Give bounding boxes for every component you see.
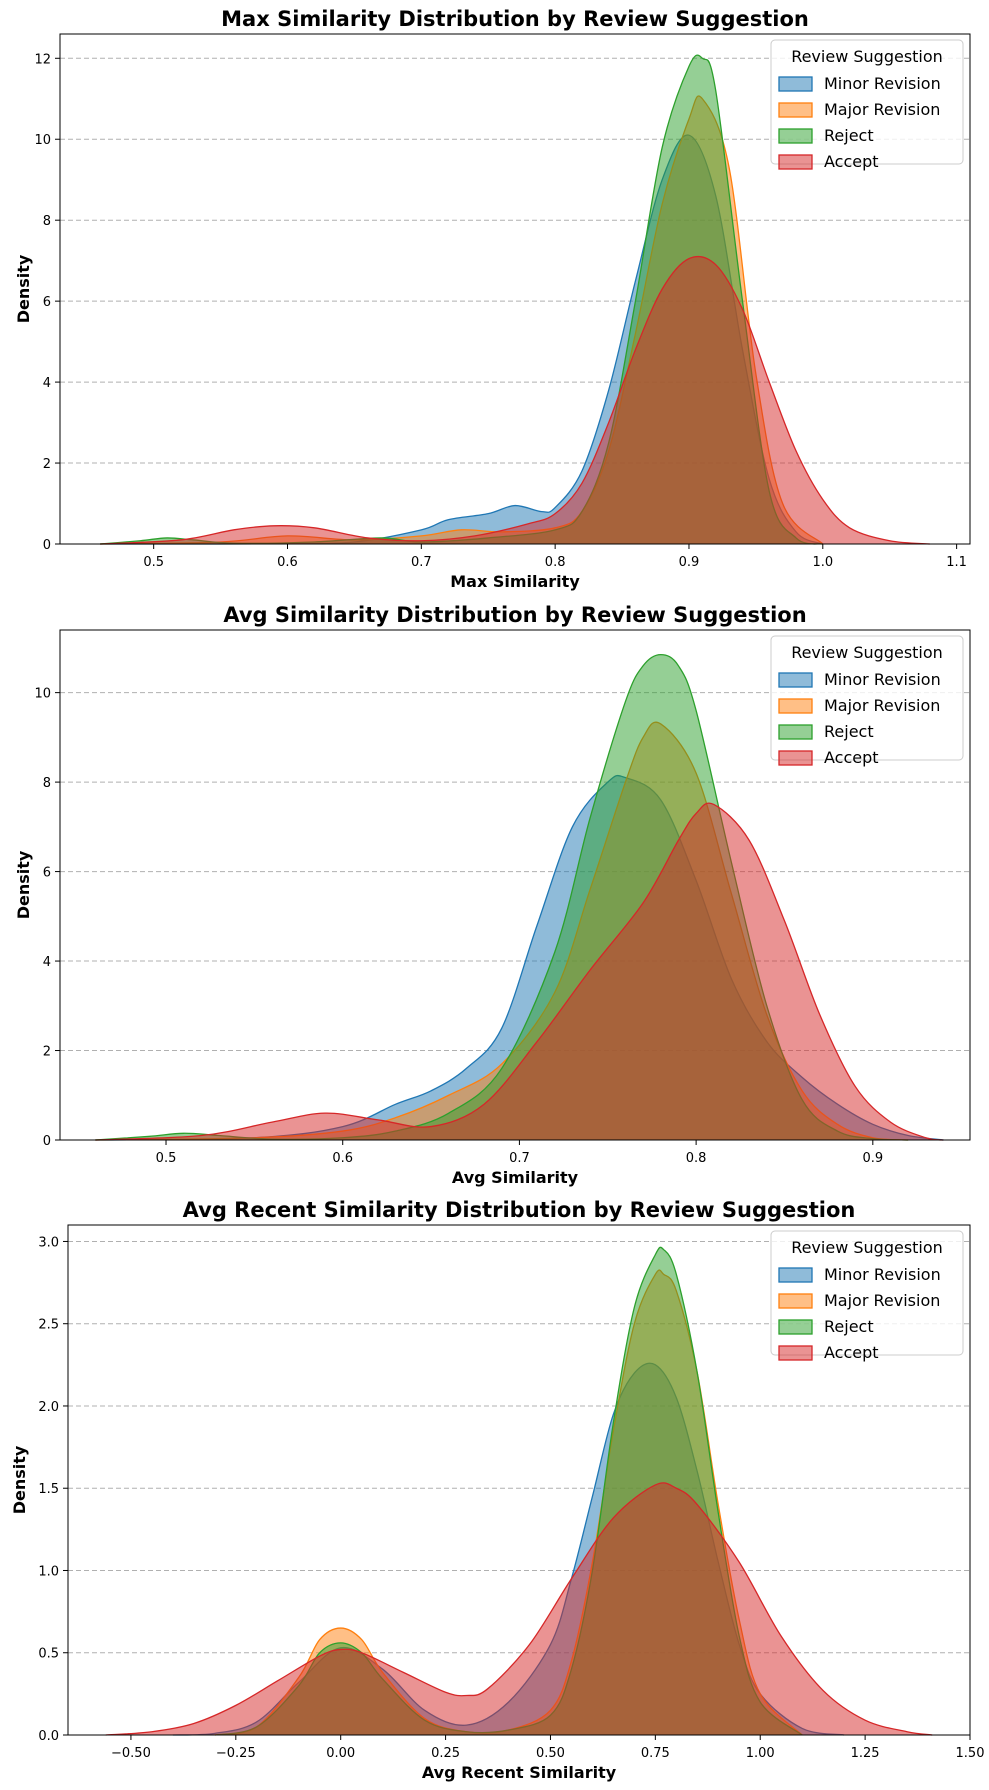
x-tick-label: 0.8: [686, 1151, 707, 1166]
legend: Review Suggestion Minor Revision Major Rev…: [770, 635, 964, 767]
chart-title: Max Similarity Distribution by Review Su…: [221, 7, 809, 31]
x-tick-label: 0.8: [545, 555, 566, 570]
x-tick-label: 0.25: [431, 1746, 460, 1761]
legend-label-reject: Reject: [824, 126, 874, 145]
legend-swatch-major-revision: [778, 102, 813, 118]
x-axis-label: Max Similarity: [450, 572, 580, 591]
legend-label-reject: Reject: [824, 722, 874, 741]
legend-box: [770, 635, 964, 761]
y-axis-label: Density: [10, 1445, 29, 1514]
y-tick-label: 2.5: [38, 1318, 59, 1333]
x-tick-label: 0.9: [862, 1151, 883, 1166]
chart-title: Avg Similarity Distribution by Review Su…: [223, 603, 806, 627]
density-line-accept: [95, 802, 944, 1141]
x-tick-label: 0.75: [641, 1746, 670, 1761]
x-tick-label: 1.50: [956, 1746, 985, 1761]
legend-swatch-accept: [778, 1345, 813, 1361]
plot-frame: [59, 629, 971, 1141]
y-tick-label: 6: [43, 866, 51, 881]
x-tick-label: 0.7: [509, 1151, 530, 1166]
legend-label-major-revision: Major Revision: [824, 100, 940, 119]
y-tick-label: 10: [34, 133, 51, 148]
x-tick-label: 1.25: [851, 1746, 880, 1761]
legend-swatch-major-revision: [778, 698, 813, 714]
y-tick-label: 0.5: [38, 1647, 59, 1662]
density-area-accept: [100, 256, 930, 544]
legend-box: [770, 1230, 964, 1356]
legend-swatch-major-revision: [778, 1293, 813, 1309]
plot-frame: [67, 1224, 971, 1736]
density-line-accept: [105, 1482, 933, 1736]
x-tick-label: −0.25: [216, 1746, 256, 1761]
x-tick-label: 0.6: [277, 555, 298, 570]
legend-title: Review Suggestion: [791, 47, 943, 66]
density-area-accept: [105, 1482, 933, 1735]
x-tick-label: 0.00: [326, 1746, 355, 1761]
density-area-accept: [95, 803, 944, 1140]
legend-title: Review Suggestion: [791, 643, 943, 662]
x-axis-label: Avg Similarity: [452, 1168, 579, 1187]
legend-swatch-reject: [778, 1319, 813, 1335]
legend-swatch-accept: [778, 154, 813, 170]
y-tick-label: 0: [43, 538, 51, 553]
legend-box: [770, 39, 964, 165]
chart-title: Avg Recent Similarity Distribution by Re…: [183, 1198, 856, 1222]
y-tick-label: 12: [34, 52, 51, 67]
y-tick-label: 8: [43, 776, 51, 791]
chart-panel-avg-similarity: Avg Similarity Distribution by Review Su…: [14, 603, 971, 1187]
x-tick-label: −0.50: [111, 1746, 151, 1761]
x-tick-label: 0.6: [332, 1151, 353, 1166]
plot-area: −0.50 −0.25 0.00 0.25 0.50 0.75 1.00 1.25 1.50 0.…: [38, 1224, 985, 1761]
legend-label-minor-revision: Minor Revision: [824, 670, 941, 689]
y-tick-label: 4: [43, 955, 51, 970]
y-tick-label: 0.0: [38, 1729, 59, 1744]
legend-swatch-minor-revision: [778, 672, 813, 688]
y-tick-label: 1.5: [38, 1482, 59, 1497]
x-tick-label: 1.1: [946, 555, 967, 570]
chart-panel-max-similarity: Max Similarity Distribution by Review Su…: [14, 7, 971, 591]
y-tick-label: 6: [43, 295, 51, 310]
legend-label-minor-revision: Minor Revision: [824, 1265, 941, 1284]
y-tick-label: 0: [43, 1134, 51, 1149]
density-line-accept: [100, 255, 930, 545]
x-tick-label: 0.9: [679, 555, 700, 570]
x-tick-label: 1.00: [746, 1746, 775, 1761]
legend: Review Suggestion Minor Revision Major Rev…: [770, 39, 964, 171]
x-tick-label: 0.7: [411, 555, 432, 570]
y-axis-label: Density: [14, 254, 33, 323]
plot-area: 0.5 0.6 0.7 0.8 0.9 1.0 1.1 0 2 4 6 8 10 12 Review Sug…: [34, 33, 971, 570]
legend-swatch-accept: [778, 750, 813, 766]
legend-swatch-minor-revision: [778, 76, 813, 92]
y-tick-label: 4: [43, 376, 51, 391]
legend-label-reject: Reject: [824, 1317, 874, 1336]
x-tick-label: 0.50: [536, 1746, 565, 1761]
y-tick-label: 2: [43, 457, 51, 472]
legend-label-minor-revision: Minor Revision: [824, 74, 941, 93]
legend-swatch-minor-revision: [778, 1267, 813, 1283]
plot-frame: [59, 33, 971, 545]
chart-panel-avg-recent-similarity: Avg Recent Similarity Distribution by Re…: [10, 1198, 984, 1782]
legend-label-major-revision: Major Revision: [824, 696, 940, 715]
y-tick-label: 3.0: [38, 1235, 59, 1250]
x-axis-label: Avg Recent Similarity: [422, 1763, 617, 1782]
legend: Review Suggestion Minor Revision Major Rev…: [770, 1230, 964, 1362]
y-tick-label: 1.0: [38, 1564, 59, 1579]
legend-label-accept: Accept: [824, 152, 879, 171]
legend-label-accept: Accept: [824, 1343, 879, 1362]
y-axis-label: Density: [14, 850, 33, 919]
x-tick-label: 1.0: [812, 555, 833, 570]
legend-label-accept: Accept: [824, 748, 879, 767]
x-tick-label: 0.5: [143, 555, 164, 570]
y-tick-label: 10: [34, 687, 51, 702]
y-tick-label: 2: [43, 1045, 51, 1060]
legend-label-major-revision: Major Revision: [824, 1291, 940, 1310]
legend-swatch-reject: [778, 724, 813, 740]
y-tick-label: 8: [43, 214, 51, 229]
legend-swatch-reject: [778, 128, 813, 144]
legend-title: Review Suggestion: [791, 1238, 943, 1257]
x-tick-label: 0.5: [156, 1151, 177, 1166]
plot-area: 0.5 0.6 0.7 0.8 0.9 0 2 4 6 8 10 Review Suggestion M…: [34, 629, 971, 1166]
y-tick-label: 2.0: [38, 1400, 59, 1415]
